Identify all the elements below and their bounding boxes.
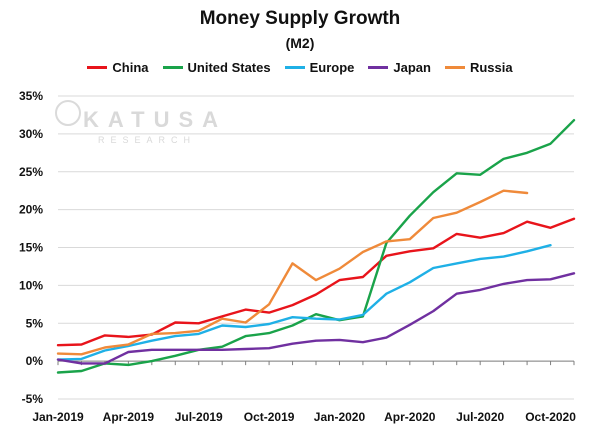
legend-label-japan: Japan [393, 60, 431, 75]
y-tick-label: 30% [19, 127, 43, 141]
legend-item-japan: Japan [368, 60, 431, 75]
legend-item-russia: Russia [444, 60, 513, 75]
legend-item-china: China [87, 60, 149, 75]
x-tick-label: Oct-2019 [244, 410, 295, 424]
y-tick-label: 35% [19, 89, 43, 103]
legend-swatch-europe [284, 66, 305, 69]
legend-swatch-united-states [162, 66, 183, 69]
series-line-united-states [56, 118, 576, 374]
watermark-emblem-icon [55, 100, 81, 126]
legend-label-russia: Russia [469, 60, 513, 75]
y-tick-label: 20% [19, 203, 43, 217]
series-line-japan [56, 272, 576, 365]
legend-label-united-states: United States [187, 60, 271, 75]
chart-title: Money Supply Growth [199, 8, 401, 29]
x-axis [57, 360, 575, 366]
x-tick-label: Apr-2020 [384, 410, 436, 424]
legend-swatch-japan [368, 66, 389, 69]
chart-legend: China United States Europe Japan Russia [0, 60, 600, 75]
series-line-europe [56, 243, 552, 361]
series-line-china [56, 217, 576, 347]
y-tick-label: 15% [19, 241, 43, 255]
katusa-logo-watermark: KATUSA RESEARCH [55, 100, 227, 145]
x-tick-label: Jul-2019 [175, 410, 223, 424]
x-tick-label: Jul-2020 [456, 410, 504, 424]
watermark-brand: KATUSA [83, 107, 227, 132]
legend-label-europe: Europe [309, 60, 355, 75]
x-tick-labels: Jan-2019 Apr-2019 Jul-2019 Oct-2019 Jan-2020… [32, 410, 576, 424]
legend-swatch-russia [444, 66, 465, 69]
series-lines [56, 118, 576, 374]
legend-item-united-states: United States [162, 60, 271, 75]
series-line-russia [56, 189, 529, 356]
y-tick-label: 25% [19, 165, 43, 179]
x-tick-label: Jan-2020 [314, 410, 366, 424]
chart-subtitle: (M2) [285, 35, 315, 51]
legend-swatch-china [87, 66, 108, 69]
y-tick-labels: -5% 0% 5% 10% 15% 20% 25% 30% 35% [19, 89, 43, 406]
y-tick-label: 0% [26, 354, 44, 368]
y-tick-label: 5% [26, 316, 44, 330]
y-tick-label: -5% [22, 392, 44, 406]
legend-label-china: China [112, 60, 149, 75]
y-tick-label: 10% [19, 278, 43, 292]
x-tick-label: Apr-2019 [103, 410, 155, 424]
legend-item-europe: Europe [284, 60, 355, 75]
x-tick-label: Oct-2020 [525, 410, 576, 424]
x-tick-label: Jan-2019 [32, 410, 84, 424]
watermark-tagline: RESEARCH [98, 135, 196, 145]
